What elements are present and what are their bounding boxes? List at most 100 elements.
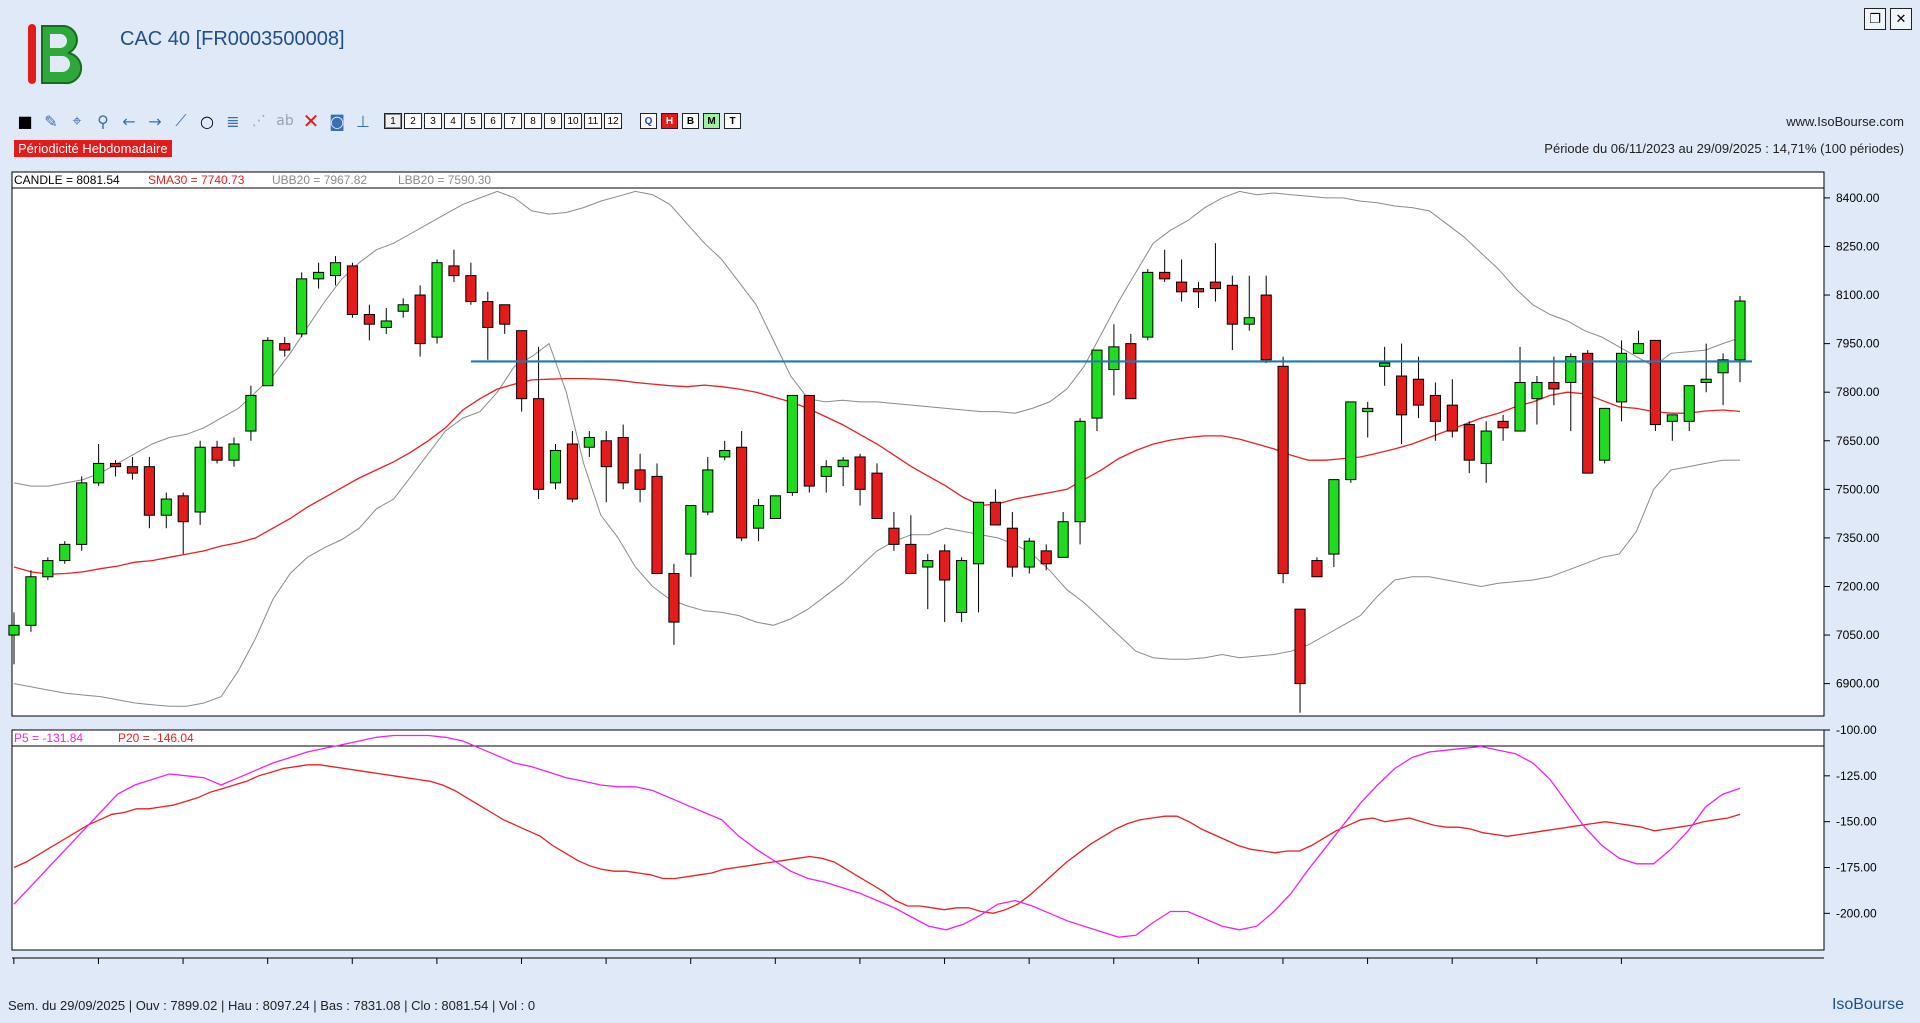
arrow-left-icon[interactable]: ← <box>122 111 136 131</box>
candle-body <box>837 459 849 468</box>
hierarchy-icon[interactable]: ⊥ <box>356 111 370 131</box>
lower-bollinger-band <box>13 342 1741 707</box>
candle-body <box>1446 404 1458 432</box>
candle-body <box>363 313 375 325</box>
y-tick-label: 7350.00 <box>1836 531 1880 545</box>
candle-body <box>499 304 511 325</box>
delete-icon[interactable]: ✕ <box>302 109 320 133</box>
legend-p5: P5 = -131.84 <box>14 731 83 745</box>
number-tab-7[interactable]: 7 <box>504 113 522 129</box>
candle-body <box>228 443 240 461</box>
legend-ubb20: UBB20 = 7967.82 <box>272 173 367 187</box>
text-icon[interactable]: ab <box>276 113 294 129</box>
candle-body <box>126 466 139 474</box>
candle-body <box>922 560 934 568</box>
candle-body <box>1125 343 1137 400</box>
brush-icon[interactable]: ✎ <box>44 111 58 131</box>
number-tab-6[interactable]: 6 <box>484 113 502 129</box>
candle-body <box>668 573 680 623</box>
number-tab-4[interactable]: 4 <box>444 113 462 129</box>
y-tick-label: 8100.00 <box>1836 288 1880 302</box>
candle-body <box>1362 407 1374 413</box>
candle-body <box>482 301 494 328</box>
period-tab-m[interactable]: M <box>703 113 720 129</box>
crosshair-icon[interactable]: ⌖ <box>72 111 82 130</box>
camera-icon[interactable]: ◙ <box>329 111 345 131</box>
candle-body <box>1294 608 1306 685</box>
restore-icon[interactable]: ❐ <box>1864 8 1886 30</box>
candle-body <box>651 475 663 575</box>
p20-line <box>13 764 1741 914</box>
candle-body <box>76 482 88 545</box>
candle-body <box>1565 356 1577 383</box>
number-tab-2[interactable]: 2 <box>404 113 422 129</box>
candle-body <box>8 624 20 636</box>
candle-body <box>1497 420 1509 429</box>
candle-body <box>1226 284 1238 325</box>
main-panel <box>11 171 1825 717</box>
number-tab-11[interactable]: 11 <box>584 113 602 129</box>
circle-icon[interactable]: ○ <box>200 111 214 131</box>
period-tab-t[interactable]: T <box>724 113 741 129</box>
sub-y-tick-label: -175.00 <box>1836 861 1877 875</box>
number-tab-8[interactable]: 8 <box>524 113 542 129</box>
y-tick-label: 7650.00 <box>1836 434 1880 448</box>
number-tab-9[interactable]: 9 <box>544 113 562 129</box>
candle-body <box>736 446 748 539</box>
candle-body <box>397 304 409 312</box>
candle-body <box>820 466 832 477</box>
number-tab-3[interactable]: 3 <box>424 113 442 129</box>
candle-body <box>939 550 951 581</box>
period-tab-h[interactable]: H <box>661 113 678 129</box>
sub-y-tick-label: -150.00 <box>1836 815 1877 829</box>
candle-body <box>465 275 477 303</box>
candle-body <box>634 469 646 490</box>
sub-y-tick-label: -200.00 <box>1836 906 1877 920</box>
candle-body <box>414 294 426 345</box>
toolbar: ■ ✎ ⌖ ⚲ ← → ⟋ ○ ≣ ⋰ ab ✕ ◙ ⊥ 1 2 3 4 5 6 7 8 9 10… <box>14 109 741 133</box>
candle-body <box>1463 424 1475 461</box>
candle-body <box>1548 381 1560 390</box>
candle-body <box>1649 339 1661 426</box>
brand-label: IsoBourse <box>1831 996 1904 1013</box>
candle-body <box>42 560 54 578</box>
candle-body <box>245 394 257 432</box>
number-tab-12[interactable]: 12 <box>604 113 622 129</box>
y-tick-label: 7050.00 <box>1836 628 1880 642</box>
candle-body <box>1192 288 1205 293</box>
status-bar: Sem. du 29/09/2025 | Ouv : 7899.02 | Hau… <box>8 998 536 1013</box>
period-tab-b[interactable]: B <box>682 113 699 129</box>
candle-body <box>1429 394 1441 422</box>
periodicity-badge: Périodicité Hebdomadaire <box>14 140 172 157</box>
number-tab-1[interactable]: 1 <box>384 113 402 129</box>
candle-body <box>1023 540 1035 568</box>
fan-icon[interactable]: ⋰ <box>252 113 266 129</box>
p5-line <box>13 734 1741 938</box>
line-icon[interactable]: ⟋ <box>175 111 187 130</box>
y-tick-label: 7800.00 <box>1836 385 1880 399</box>
black-square-icon[interactable]: ■ <box>17 111 33 131</box>
candle-body <box>1277 365 1289 575</box>
arrow-right-icon[interactable]: → <box>148 111 162 131</box>
site-label[interactable]: www.IsoBourse.com <box>1786 114 1904 129</box>
candle-body <box>1040 550 1052 565</box>
candle-body <box>583 437 595 448</box>
candle-body <box>1531 381 1543 400</box>
candle-body <box>888 527 900 545</box>
candle-body <box>617 437 629 484</box>
period-tab-q[interactable]: Q <box>640 113 657 129</box>
candle-body <box>1057 521 1069 558</box>
candle-body <box>431 262 443 338</box>
y-tick-label: 8250.00 <box>1836 239 1880 253</box>
candle-body <box>194 446 206 513</box>
candle-body <box>59 543 71 562</box>
number-tab-5[interactable]: 5 <box>464 113 482 129</box>
chart-area[interactable]: 8400.00 8250.00 8100.00 7950.00 7800.00 7650.… <box>0 164 1920 964</box>
number-tab-10[interactable]: 10 <box>564 113 582 129</box>
fibonacci-icon[interactable]: ≣ <box>226 111 240 131</box>
candle-body <box>380 320 392 328</box>
close-icon[interactable]: ✕ <box>1890 8 1912 30</box>
candle-body <box>1599 407 1611 461</box>
magnifier-icon[interactable]: ⚲ <box>97 111 109 131</box>
candle-body <box>93 462 105 484</box>
